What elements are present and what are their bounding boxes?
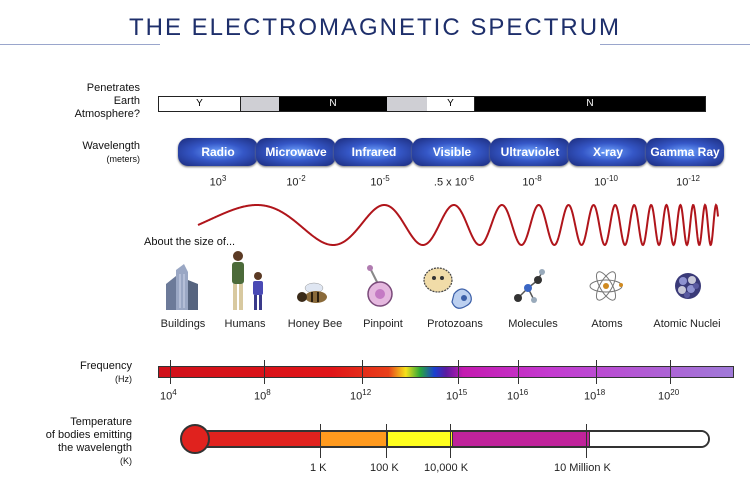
temperature-tick-label: 10,000 K <box>424 462 469 474</box>
frequency-tick-label: 1018 <box>584 388 606 403</box>
frequency-tick <box>596 360 597 384</box>
wavelength-value: 10-10 <box>594 174 618 189</box>
wave-graphic <box>197 203 719 247</box>
temperature-tick <box>386 424 387 458</box>
size-item-molecules: Molecules <box>508 318 558 330</box>
honey-bee-icon <box>297 282 327 303</box>
atmosphere-segment: N <box>475 97 705 111</box>
size-item-atomic-nuclei: Atomic Nuclei <box>653 318 721 330</box>
humans-icon <box>232 251 263 310</box>
size-label: About the size of... <box>144 236 236 248</box>
atmosphere-segment: Y <box>159 97 241 111</box>
atmosphere-label: Penetrates Earth Atmosphere? <box>40 82 140 121</box>
band-infrared: Infrared <box>334 138 414 166</box>
pinpoint-icon <box>367 265 393 307</box>
frequency-unit: (Hz) <box>115 374 132 384</box>
atmosphere-segment: N <box>279 97 387 111</box>
title-rule-right <box>600 44 750 45</box>
band-ultraviolet: Ultraviolet <box>490 138 570 166</box>
molecules-icon <box>514 269 545 303</box>
size-item-humans: Humans <box>224 318 266 330</box>
atmosphere-label-line3: Atmosphere? <box>74 108 140 120</box>
temperature-unit: (K) <box>120 456 132 466</box>
protozoans-icon <box>423 267 472 309</box>
band-visible: Visible <box>412 138 492 166</box>
frequency-tick-label: 1012 <box>350 388 372 403</box>
frequency-tick-label: 1016 <box>507 388 529 403</box>
atmosphere-label-line1: Penetrates <box>86 82 140 94</box>
atmosphere-bar: Y N Y N <box>158 96 706 112</box>
temperature-label: Temperature of bodies emitting the wavel… <box>6 416 132 468</box>
thermometer-segment-orange <box>320 432 387 446</box>
frequency-tick-label: 1015 <box>446 388 468 403</box>
band-radio: Radio <box>178 138 258 166</box>
thermometer-bulb <box>180 424 210 454</box>
frequency-tick-label: 1020 <box>658 388 680 403</box>
thermometer-segment-yellow <box>387 432 452 446</box>
page-title: THE ELECTROMAGNETIC SPECTRUM <box>128 14 622 41</box>
band-microwave: Microwave <box>256 138 336 166</box>
wave-line <box>197 203 719 247</box>
wavelength-value: 103 <box>209 174 227 189</box>
title-rule-left <box>0 44 160 45</box>
temperature-label-line2: of bodies emitting <box>45 429 132 441</box>
atmosphere-segment <box>241 97 279 111</box>
wavelength-value: 10-8 <box>522 174 542 189</box>
thermometer-segment-purple <box>452 432 589 446</box>
wavelength-value: .5 x 10-6 <box>433 174 475 189</box>
frequency-bar <box>158 366 734 378</box>
atmosphere-segment: Y <box>427 97 475 111</box>
atmosphere-segment <box>387 97 427 111</box>
frequency-label-text: Frequency <box>80 360 132 372</box>
size-item-buildings: Buildings <box>160 318 206 330</box>
thermometer-segment-white <box>589 432 708 446</box>
wavelength-value: 10-2 <box>286 174 306 189</box>
frequency-tick-label: 108 <box>254 388 271 403</box>
wavelength-value: 10-5 <box>370 174 390 189</box>
atmosphere-label-line2: Earth <box>113 95 140 107</box>
band-gamma-ray: Gamma Ray <box>646 138 724 166</box>
wavelength-label-text: Wavelength <box>82 140 140 152</box>
size-item-honey-bee: Honey Bee <box>287 318 343 330</box>
band-x-ray: X-ray <box>568 138 648 166</box>
frequency-tick <box>670 360 671 384</box>
frequency-tick <box>362 360 363 384</box>
wavelength-unit: (meters) <box>106 154 141 164</box>
frequency-tick <box>170 360 171 384</box>
size-item-atoms: Atoms <box>591 318 623 330</box>
temperature-tick <box>320 424 321 458</box>
temperature-tick-label: 1 K <box>310 462 327 474</box>
frequency-tick <box>458 360 459 384</box>
temperature-tick-label: 100 K <box>370 462 399 474</box>
temperature-tick <box>450 424 451 458</box>
size-item-protozoans: Protozoans <box>427 318 483 330</box>
temperature-label-line3: the wavelength <box>58 442 132 454</box>
atomic-nucleus-icon <box>675 273 701 299</box>
building-icon <box>166 264 198 310</box>
temperature-tick <box>586 424 587 458</box>
thermometer-segment-red <box>192 432 320 446</box>
temperature-tick-label: 10 Million K <box>554 462 611 474</box>
atom-icon <box>589 271 623 301</box>
size-item-pinpoint: Pinpoint <box>363 318 403 330</box>
wavelength-value: 10-12 <box>676 174 700 189</box>
frequency-tick <box>518 360 519 384</box>
frequency-label: Frequency (Hz) <box>40 360 132 386</box>
frequency-tick <box>264 360 265 384</box>
wavelength-label: Wavelength (meters) <box>40 140 140 166</box>
temperature-label-line1: Temperature <box>70 416 132 428</box>
frequency-tick-label: 104 <box>160 388 177 403</box>
